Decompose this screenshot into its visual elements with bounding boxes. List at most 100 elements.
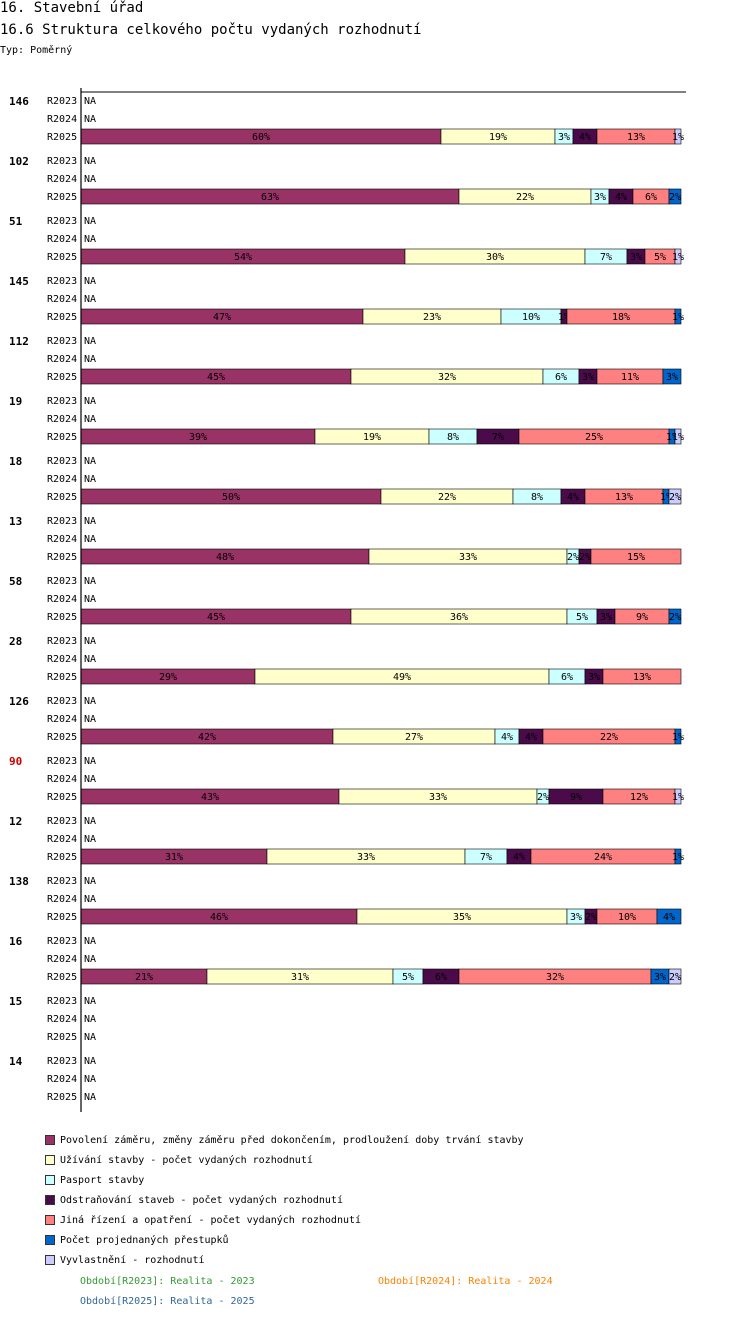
row-label: R2025: [47, 252, 77, 263]
na-label: NA: [84, 294, 96, 305]
na-label: NA: [84, 714, 96, 725]
legend-label: Jiná řízení a opatření - počet vydaných …: [60, 1214, 362, 1226]
row-label: R2024: [47, 294, 77, 305]
legend-swatch: [45, 1155, 55, 1165]
na-label: NA: [84, 774, 96, 785]
bar-segment: [674, 848, 682, 865]
row-label: R2025: [47, 792, 77, 803]
bar-value-label: 2%: [669, 612, 681, 623]
bar-value-label: 31%: [165, 852, 183, 863]
bar-value-label: 1%: [672, 432, 684, 443]
row-label: R2024: [47, 714, 77, 725]
row-label: R2025: [47, 492, 77, 503]
na-label: NA: [84, 114, 96, 125]
stacked-bar-chart: 146 R2023 NA R2024 NA R2025 60% 19% 3% 4% 13% 1% 102…: [9, 88, 686, 1112]
group-label: 58: [9, 575, 22, 588]
bar-value-label: 13%: [627, 132, 645, 143]
group-label: 13: [9, 515, 22, 528]
legend-label: Počet projednaných přestupků: [60, 1234, 229, 1246]
bar-value-label: 18%: [612, 312, 630, 323]
chart-type-label: Typ: Poměrný: [0, 45, 73, 56]
bar-value-label: 3%: [594, 192, 606, 203]
legend: Povolení záměru, změny záměru před dokon…: [45, 1130, 524, 1270]
bar-segment: [674, 128, 682, 145]
bar-value-label: 4%: [513, 852, 525, 863]
row-label: R2024: [47, 1014, 77, 1025]
group-label: 18: [9, 455, 22, 468]
row-label: R2024: [47, 354, 77, 365]
bar-value-label: 33%: [429, 792, 447, 803]
row-label: R2023: [47, 396, 77, 407]
row-label: R2023: [47, 516, 77, 527]
row-label: R2024: [47, 954, 77, 965]
na-label: NA: [84, 696, 96, 707]
bar-value-label: 22%: [438, 492, 456, 503]
bar-segment: [674, 248, 682, 265]
bar-value-label: 33%: [357, 852, 375, 863]
bar-value-label: 60%: [252, 132, 270, 143]
legend-label: Pasport stavby: [60, 1174, 145, 1186]
bar-value-label: 33%: [459, 552, 477, 563]
bar-segment: [668, 188, 682, 205]
bar-value-label: 1%: [666, 432, 678, 443]
bar-value-label: 25%: [585, 432, 603, 443]
bar-value-label: 50%: [222, 492, 240, 503]
na-label: NA: [84, 654, 96, 665]
row-label: R2024: [47, 834, 77, 845]
bar-value-label: 45%: [207, 372, 225, 383]
legend-item: Pasport stavby: [45, 1170, 524, 1190]
na-label: NA: [84, 936, 96, 947]
bar-value-label: 6%: [555, 372, 567, 383]
group-label: 51: [9, 215, 23, 228]
bar-segment: [662, 368, 682, 385]
bar-value-label: 47%: [213, 312, 231, 323]
bar-value-label: 6%: [645, 192, 657, 203]
bar-value-label: 32%: [438, 372, 456, 383]
bar-value-label: 6%: [435, 972, 447, 983]
row-label: R2024: [47, 894, 77, 905]
na-label: NA: [84, 1032, 96, 1043]
bar-segment: [602, 668, 682, 685]
bar-value-label: 23%: [423, 312, 441, 323]
na-label: NA: [84, 816, 96, 827]
legend-item: Povolení záměru, změny záměru před dokon…: [45, 1130, 524, 1150]
group-label: 28: [9, 635, 22, 648]
period-2025-label: Období[R2025]: Realita - 2025: [80, 1296, 255, 1307]
row-label: R2023: [47, 216, 77, 227]
bar-value-label: 3%: [666, 372, 678, 383]
row-label: R2025: [47, 1032, 77, 1043]
bar-value-label: 49%: [393, 672, 411, 683]
bar-value-label: 42%: [198, 732, 216, 743]
group-label: 126: [9, 695, 29, 708]
na-label: NA: [84, 894, 96, 905]
bar-value-label: 39%: [189, 432, 207, 443]
na-label: NA: [84, 876, 96, 887]
legend-label: Vyvlastnění - rozhodnutí: [60, 1254, 205, 1266]
bar-value-label: 19%: [489, 132, 507, 143]
legend-item: Vyvlastnění - rozhodnutí: [45, 1250, 524, 1270]
bar-value-label: 43%: [201, 792, 219, 803]
group-label: 145: [9, 275, 29, 288]
bar-value-label: 13%: [633, 672, 651, 683]
bar-value-label: 30%: [486, 252, 504, 263]
bar-value-label: 8%: [531, 492, 543, 503]
bar-value-label: 22%: [600, 732, 618, 743]
bar-value-label: 9%: [636, 612, 648, 623]
legend-swatch: [45, 1175, 55, 1185]
row-label: R2024: [47, 594, 77, 605]
row-label: R2025: [47, 132, 77, 143]
bar-value-label: 1%: [672, 792, 684, 803]
chart-title: 16.6 Struktura celkového počtu vydaných …: [0, 22, 422, 38]
legend-label: Odstraňování staveb - počet vydaných roz…: [60, 1194, 343, 1206]
na-label: NA: [84, 276, 96, 287]
na-label: NA: [84, 234, 96, 245]
row-label: R2025: [47, 1092, 77, 1103]
na-label: NA: [84, 834, 96, 845]
page-title: 16. Stavební úřad: [0, 0, 144, 16]
group-label: 19: [9, 395, 22, 408]
row-label: R2023: [47, 156, 77, 167]
group-label: 90: [9, 755, 22, 768]
row-label: R2024: [47, 774, 77, 785]
row-label: R2025: [47, 672, 77, 683]
legend-swatch: [45, 1195, 55, 1205]
